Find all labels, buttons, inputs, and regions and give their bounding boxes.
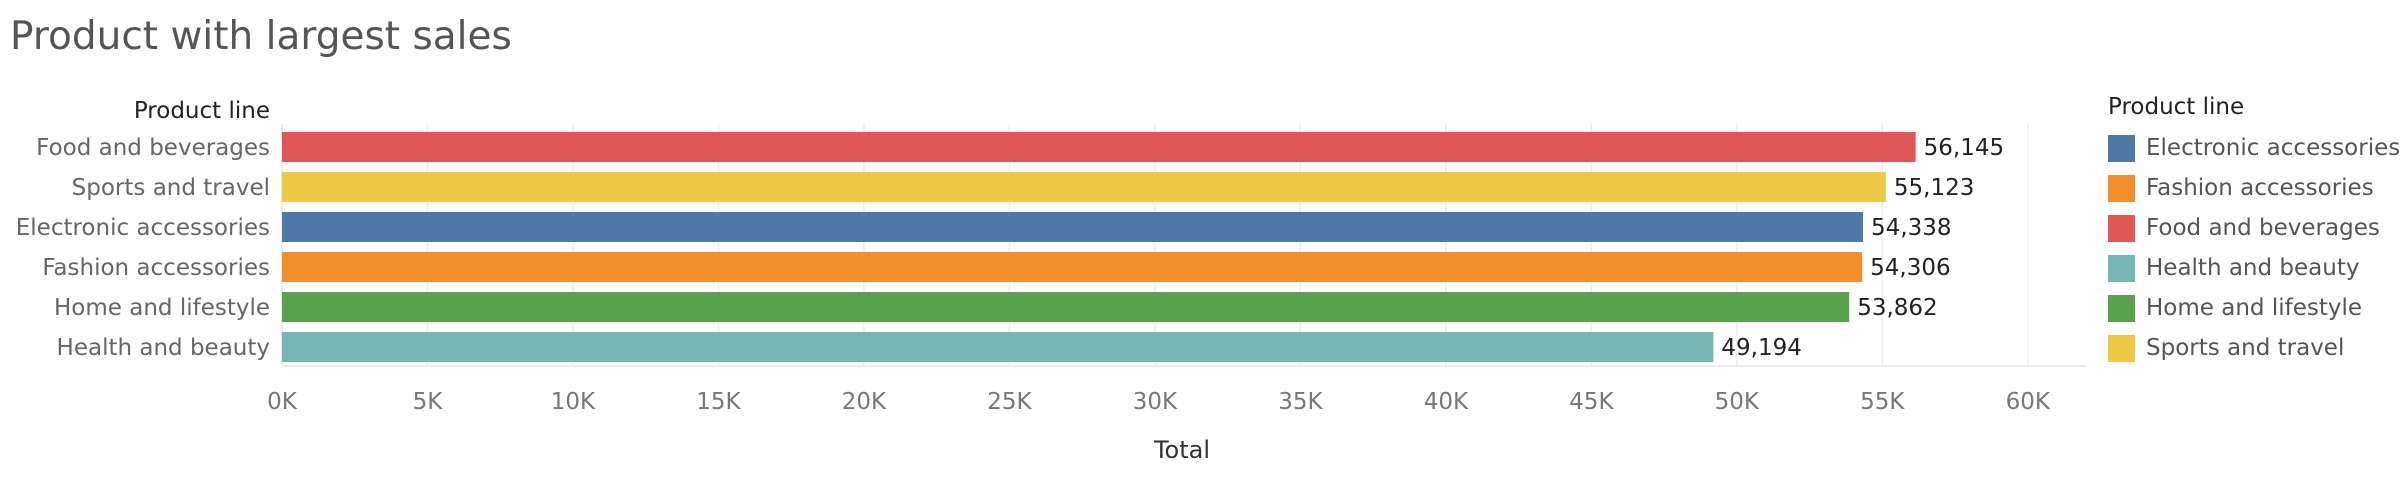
x-tick-label: 40K — [1424, 389, 1469, 415]
legend-item[interactable]: Electronic accessories — [2108, 128, 2400, 168]
data-label: 54,306 — [1870, 255, 1950, 281]
x-tick-label: 45K — [1569, 389, 1614, 415]
x-tick-label: 55K — [1860, 389, 1905, 415]
x-tick-label: 30K — [1133, 389, 1178, 415]
legend-swatch — [2108, 214, 2135, 242]
value-labels: 56,145 55,123 54,338 54,306 53,862 49,194 — [1721, 135, 2004, 361]
x-axis-ticks: 0K 5K 10K 15K 20K 25K 30K 35K 40K 45K 50K 55K 60K — [267, 389, 2051, 415]
legend-label: Food and beverages — [2146, 215, 2380, 241]
category-axis-header: Product line — [134, 98, 270, 124]
chart-title: Product with largest sales — [10, 14, 512, 59]
x-tick-label: 15K — [696, 389, 741, 415]
data-label: 54,338 — [1871, 215, 1951, 241]
data-label: 53,862 — [1857, 295, 1937, 321]
legend-title: Product line — [2108, 94, 2245, 120]
legend-label: Health and beauty — [2146, 255, 2360, 281]
x-tick-label: 60K — [2006, 389, 2051, 415]
legend-swatch — [2108, 174, 2135, 202]
category-label: Food and beverages — [36, 135, 270, 161]
category-label: Health and beauty — [57, 335, 270, 361]
x-tick-label: 0K — [267, 389, 298, 415]
legend-swatch — [2108, 334, 2135, 362]
legend-item[interactable]: Sports and travel — [2108, 328, 2400, 368]
x-tick-label: 50K — [1715, 389, 1760, 415]
x-tick-label: 20K — [842, 389, 887, 415]
legend-item[interactable]: Food and beverages — [2108, 208, 2400, 248]
legend-item[interactable]: Fashion accessories — [2108, 168, 2400, 208]
legend: Product line Electronic accessories Fashi… — [2108, 94, 2400, 368]
bar[interactable] — [282, 292, 1850, 322]
legend-item[interactable]: Health and beauty — [2108, 248, 2400, 288]
bar[interactable] — [282, 252, 1863, 282]
data-label: 56,145 — [1924, 135, 2004, 161]
legend-item[interactable]: Home and lifestyle — [2108, 288, 2400, 328]
category-labels: Food and beverages Sports and travel Elect… — [16, 135, 270, 361]
x-tick-label: 5K — [413, 389, 444, 415]
legend-swatch — [2108, 294, 2135, 322]
legend-label: Sports and travel — [2146, 335, 2345, 361]
category-label: Sports and travel — [72, 175, 270, 201]
data-label: 49,194 — [1721, 335, 1801, 361]
bar[interactable] — [282, 212, 1864, 242]
data-label: 55,123 — [1894, 175, 1974, 201]
bar[interactable] — [282, 332, 1714, 362]
legend-label: Electronic accessories — [2146, 135, 2401, 161]
legend-label: Home and lifestyle — [2146, 295, 2362, 321]
legend-swatch — [2108, 254, 2135, 282]
bar[interactable] — [282, 132, 1916, 162]
category-label: Electronic accessories — [16, 215, 270, 241]
gridlines — [281, 124, 2086, 367]
x-tick-label: 35K — [1278, 389, 1323, 415]
category-label: Home and lifestyle — [54, 295, 270, 321]
x-tick-label: 10K — [551, 389, 596, 415]
legend-swatch — [2108, 134, 2135, 162]
x-axis-title: Total — [1153, 436, 1210, 464]
legend-label: Fashion accessories — [2146, 175, 2374, 201]
category-label: Fashion accessories — [42, 255, 270, 281]
bar[interactable] — [282, 172, 1886, 202]
bars-group — [282, 132, 1916, 362]
x-tick-label: 25K — [987, 389, 1032, 415]
